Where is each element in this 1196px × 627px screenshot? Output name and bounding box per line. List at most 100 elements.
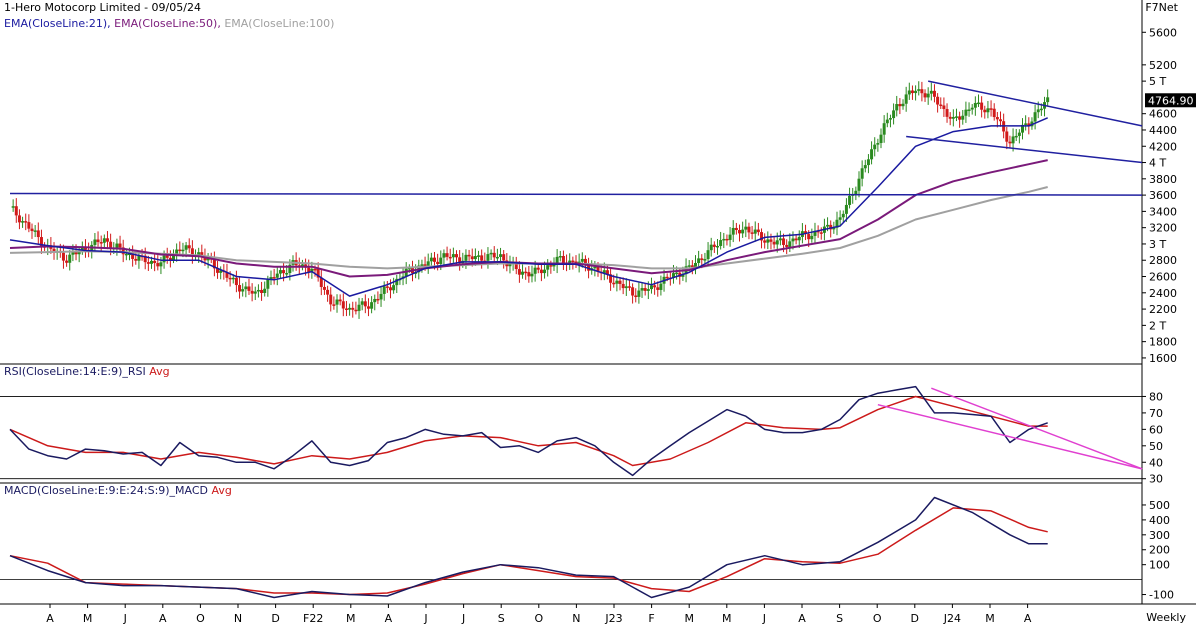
candle-body bbox=[93, 239, 97, 245]
candle-body bbox=[379, 293, 383, 300]
candle-body bbox=[605, 270, 609, 275]
candle-body bbox=[517, 269, 521, 275]
x-tick-label: M bbox=[83, 612, 93, 625]
candle-body bbox=[738, 230, 742, 234]
candle-body bbox=[225, 271, 229, 278]
x-tick-label: O bbox=[873, 612, 882, 625]
y-tick-label: 1800 bbox=[1149, 336, 1177, 349]
candle-body bbox=[341, 301, 345, 309]
candle-body bbox=[942, 105, 946, 110]
candle-body bbox=[976, 102, 980, 105]
candle-body bbox=[923, 93, 927, 98]
x-tick-label: J bbox=[423, 612, 427, 625]
candle-body bbox=[253, 291, 257, 294]
candle-body bbox=[335, 299, 339, 305]
candle-body bbox=[725, 238, 729, 241]
candle-body bbox=[21, 221, 25, 223]
candle-body bbox=[200, 252, 204, 257]
candle-body bbox=[1005, 131, 1009, 142]
y-tick-label: 3400 bbox=[1149, 205, 1177, 218]
candle-body bbox=[763, 240, 767, 243]
candle-body bbox=[272, 277, 276, 279]
last-price-text: 4764.90 bbox=[1148, 94, 1194, 107]
y-tick-label: 2800 bbox=[1149, 254, 1177, 267]
candle-body bbox=[300, 264, 304, 267]
x-tick-label: F22 bbox=[303, 612, 323, 625]
candle-body bbox=[156, 263, 160, 267]
y-tick-label: 60 bbox=[1149, 423, 1163, 436]
candle-body bbox=[675, 272, 679, 275]
y-tick-label: 2600 bbox=[1149, 271, 1177, 284]
y-tick-label: 3 T bbox=[1149, 238, 1166, 251]
candle-body bbox=[561, 255, 565, 263]
period-label: Weekly bbox=[1146, 611, 1186, 624]
candle-body bbox=[653, 285, 657, 288]
candle-body bbox=[216, 268, 220, 273]
candle-body bbox=[451, 254, 455, 258]
candle-body bbox=[385, 286, 389, 288]
candle-body bbox=[477, 255, 481, 257]
candle-body bbox=[951, 116, 955, 119]
candle-body bbox=[602, 270, 606, 274]
y-tick-label: 2 T bbox=[1149, 319, 1166, 332]
candle-body bbox=[178, 249, 182, 252]
candle-body bbox=[904, 94, 908, 104]
candle-body bbox=[27, 222, 31, 229]
candle-body bbox=[65, 260, 69, 263]
x-tick-label: D bbox=[271, 612, 279, 625]
y-tick-label: 2200 bbox=[1149, 303, 1177, 316]
candle-body bbox=[612, 282, 616, 285]
x-tick-label: M bbox=[346, 612, 356, 625]
candle-body bbox=[863, 165, 867, 169]
candle-body bbox=[964, 109, 968, 116]
candle-body bbox=[313, 268, 317, 271]
candle-body bbox=[150, 260, 153, 264]
candle-body bbox=[948, 116, 952, 119]
candle-body bbox=[502, 254, 506, 261]
x-tick-label: O bbox=[534, 612, 543, 625]
candle-body bbox=[1036, 109, 1040, 113]
chart-title: 1-Hero Motocorp Limited - 09/05/24 bbox=[4, 1, 201, 14]
candle-body bbox=[423, 264, 427, 266]
candle-body bbox=[706, 250, 710, 260]
candle-body bbox=[1014, 135, 1018, 138]
rsi-line bbox=[9, 385, 1048, 477]
candle-body bbox=[326, 289, 330, 295]
candle-body bbox=[433, 257, 436, 262]
candle-body bbox=[134, 258, 138, 261]
candle-body bbox=[131, 253, 135, 259]
candle-body bbox=[866, 159, 870, 166]
candle-body bbox=[901, 103, 905, 107]
candle-body bbox=[68, 254, 72, 263]
candle-body bbox=[945, 109, 949, 117]
candle-body bbox=[275, 273, 279, 278]
candle-body bbox=[649, 285, 653, 290]
candle-body bbox=[709, 244, 713, 251]
candle-body bbox=[392, 285, 396, 291]
candle-body bbox=[36, 230, 40, 238]
candle-body bbox=[263, 288, 267, 294]
candle-body bbox=[854, 190, 858, 195]
candle-body bbox=[495, 256, 499, 259]
candle-body bbox=[826, 224, 830, 227]
candle-body bbox=[1008, 141, 1012, 144]
candle-body bbox=[841, 213, 845, 218]
rsi-trendline bbox=[931, 387, 1143, 470]
candle-body bbox=[898, 104, 902, 107]
ema100-line bbox=[9, 186, 1048, 270]
candle-body bbox=[552, 264, 556, 267]
candle-body bbox=[876, 143, 880, 145]
candle-body bbox=[1017, 132, 1021, 136]
candle-body bbox=[77, 251, 81, 255]
candle-body bbox=[316, 268, 320, 278]
y-tick-label: -100 bbox=[1149, 589, 1174, 602]
candle-body bbox=[744, 226, 748, 230]
x-tick-label: S bbox=[836, 612, 843, 625]
candle-body bbox=[712, 244, 716, 247]
candle-body bbox=[910, 90, 914, 94]
candle-body bbox=[197, 252, 201, 256]
candle-body bbox=[659, 283, 663, 290]
candle-body bbox=[536, 267, 540, 270]
candle-body bbox=[118, 243, 122, 248]
